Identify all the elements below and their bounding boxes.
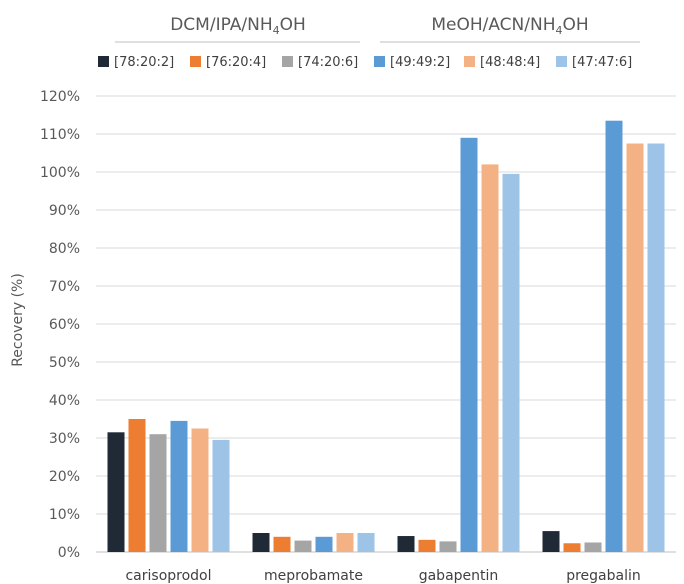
bar xyxy=(647,143,665,552)
y-tick-label: 110% xyxy=(40,127,80,143)
y-tick-label: 90% xyxy=(49,203,80,219)
legend-label: [47:47:6] xyxy=(572,55,632,70)
y-axis-title: Recovery (%) xyxy=(10,273,26,367)
bar xyxy=(149,434,167,552)
group-header-meoh: MeOH/ACN/NH4OH xyxy=(431,15,588,37)
bar xyxy=(439,541,457,552)
legend: [78:20:2] [76:20:4] [74:20:6] [49:49:2] [48:… xyxy=(98,55,632,70)
y-tick-label: 80% xyxy=(49,241,80,257)
legend-swatch xyxy=(464,56,475,67)
category-label: meprobamate xyxy=(264,568,363,584)
legend-label: [78:20:2] xyxy=(114,55,174,70)
category-labels: carisoprodol meprobamate gabapentin pregaba… xyxy=(125,568,640,584)
category-label: carisoprodol xyxy=(125,568,211,584)
group-header-meoh-text: MeOH/ACN/NH xyxy=(431,15,555,35)
legend-swatch xyxy=(374,56,385,67)
bar xyxy=(542,531,560,552)
group-header-dcm-sub: 4 xyxy=(273,24,280,37)
y-tick-label: 100% xyxy=(40,165,80,181)
y-tick-label: 70% xyxy=(49,279,80,295)
group-header-dcm-tail: OH xyxy=(280,15,306,35)
y-tick-label: 60% xyxy=(49,317,80,333)
bar xyxy=(397,536,415,552)
category-label: gabapentin xyxy=(419,568,499,584)
bar xyxy=(626,143,644,552)
y-tick-label: 30% xyxy=(49,431,80,447)
legend-swatch xyxy=(282,56,293,67)
legend-swatch xyxy=(98,56,109,67)
legend-label: [76:20:4] xyxy=(206,55,266,70)
bar xyxy=(315,536,333,552)
bar xyxy=(294,540,312,552)
bar xyxy=(191,428,209,552)
legend-swatch xyxy=(556,56,567,67)
bar xyxy=(107,432,125,552)
bar xyxy=(605,120,623,552)
y-tick-label: 0% xyxy=(58,545,80,561)
category-label: pregabalin xyxy=(566,568,641,584)
y-tick-label: 50% xyxy=(49,355,80,371)
bar xyxy=(336,533,354,552)
bar xyxy=(481,164,499,552)
bar xyxy=(418,539,436,552)
bar xyxy=(460,137,478,553)
bars xyxy=(107,120,665,553)
bar xyxy=(252,533,270,552)
y-tick-label: 10% xyxy=(49,507,80,523)
bar xyxy=(357,533,375,552)
bar xyxy=(273,536,291,552)
group-header-dcm: DCM/IPA/NH4OH xyxy=(170,15,306,37)
y-tick-label: 20% xyxy=(49,469,80,485)
bar xyxy=(563,543,581,552)
y-tick-label: 120% xyxy=(40,89,80,105)
bar xyxy=(212,439,230,552)
bar xyxy=(128,419,146,552)
bar xyxy=(170,420,188,552)
group-header-dcm-text: DCM/IPA/NH xyxy=(170,15,272,35)
legend-label: [49:49:2] xyxy=(390,55,450,70)
bar xyxy=(584,542,602,552)
group-header-meoh-sub: 4 xyxy=(556,24,563,37)
group-header-meoh-tail: OH xyxy=(563,15,589,35)
bar xyxy=(502,173,520,552)
y-tick-labels: 0% 10% 20% 30% 40% 50% 60% 70% 80% 90% 100% 110% 120… xyxy=(40,89,80,561)
legend-label: [74:20:6] xyxy=(298,55,358,70)
y-tick-label: 40% xyxy=(49,393,80,409)
legend-label: [48:48:4] xyxy=(480,55,540,70)
legend-swatch xyxy=(190,56,201,67)
